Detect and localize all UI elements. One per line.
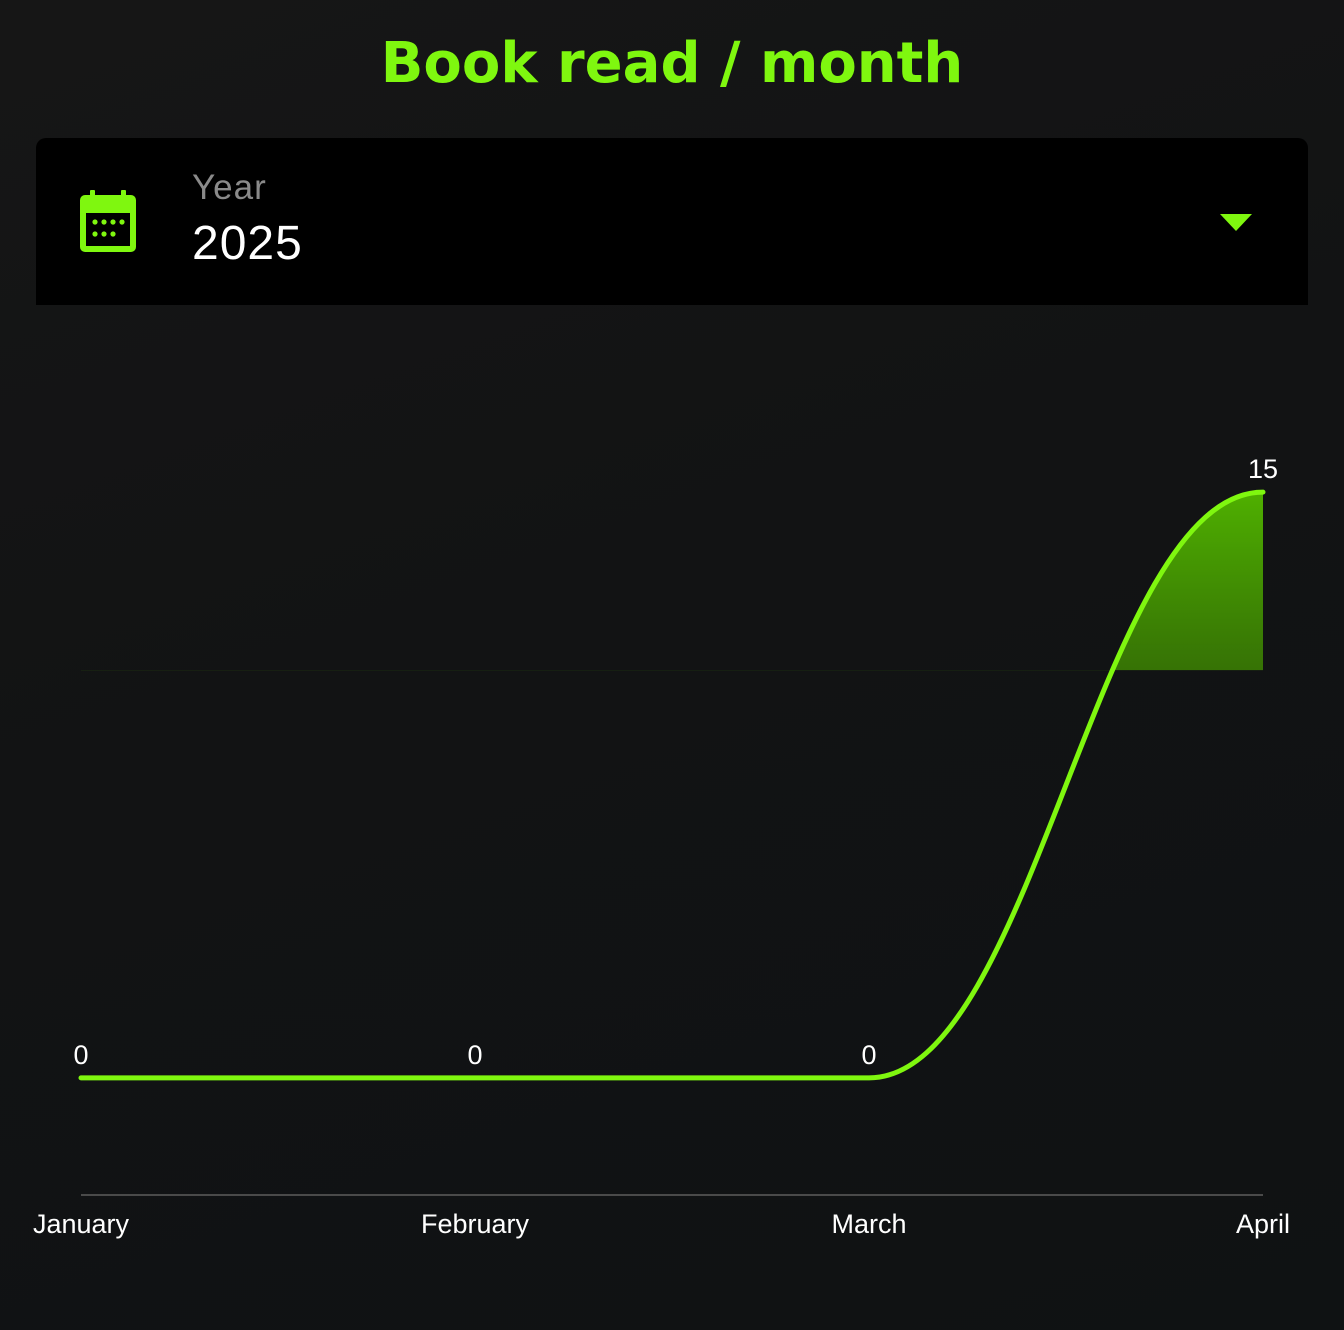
data-label: 0 — [467, 1040, 482, 1070]
year-value[interactable]: 2025 — [192, 217, 303, 270]
x-tick-label: February — [421, 1209, 530, 1239]
x-tick-label: March — [831, 1209, 906, 1239]
calendar-icon[interactable] — [80, 190, 136, 252]
year-select[interactable] — [36, 138, 1308, 305]
data-label: 0 — [73, 1040, 88, 1070]
x-tick-label: January — [33, 1209, 130, 1239]
data-label: 0 — [861, 1040, 876, 1070]
data-label: 15 — [1248, 454, 1278, 484]
series-area-fill — [81, 492, 1263, 671]
dropdown-caret-icon[interactable] — [1220, 214, 1252, 232]
year-label: Year — [192, 168, 267, 207]
page-title: Book read / month — [380, 31, 964, 96]
x-tick-label: April — [1236, 1209, 1290, 1239]
series-line — [78, 489, 1266, 1081]
